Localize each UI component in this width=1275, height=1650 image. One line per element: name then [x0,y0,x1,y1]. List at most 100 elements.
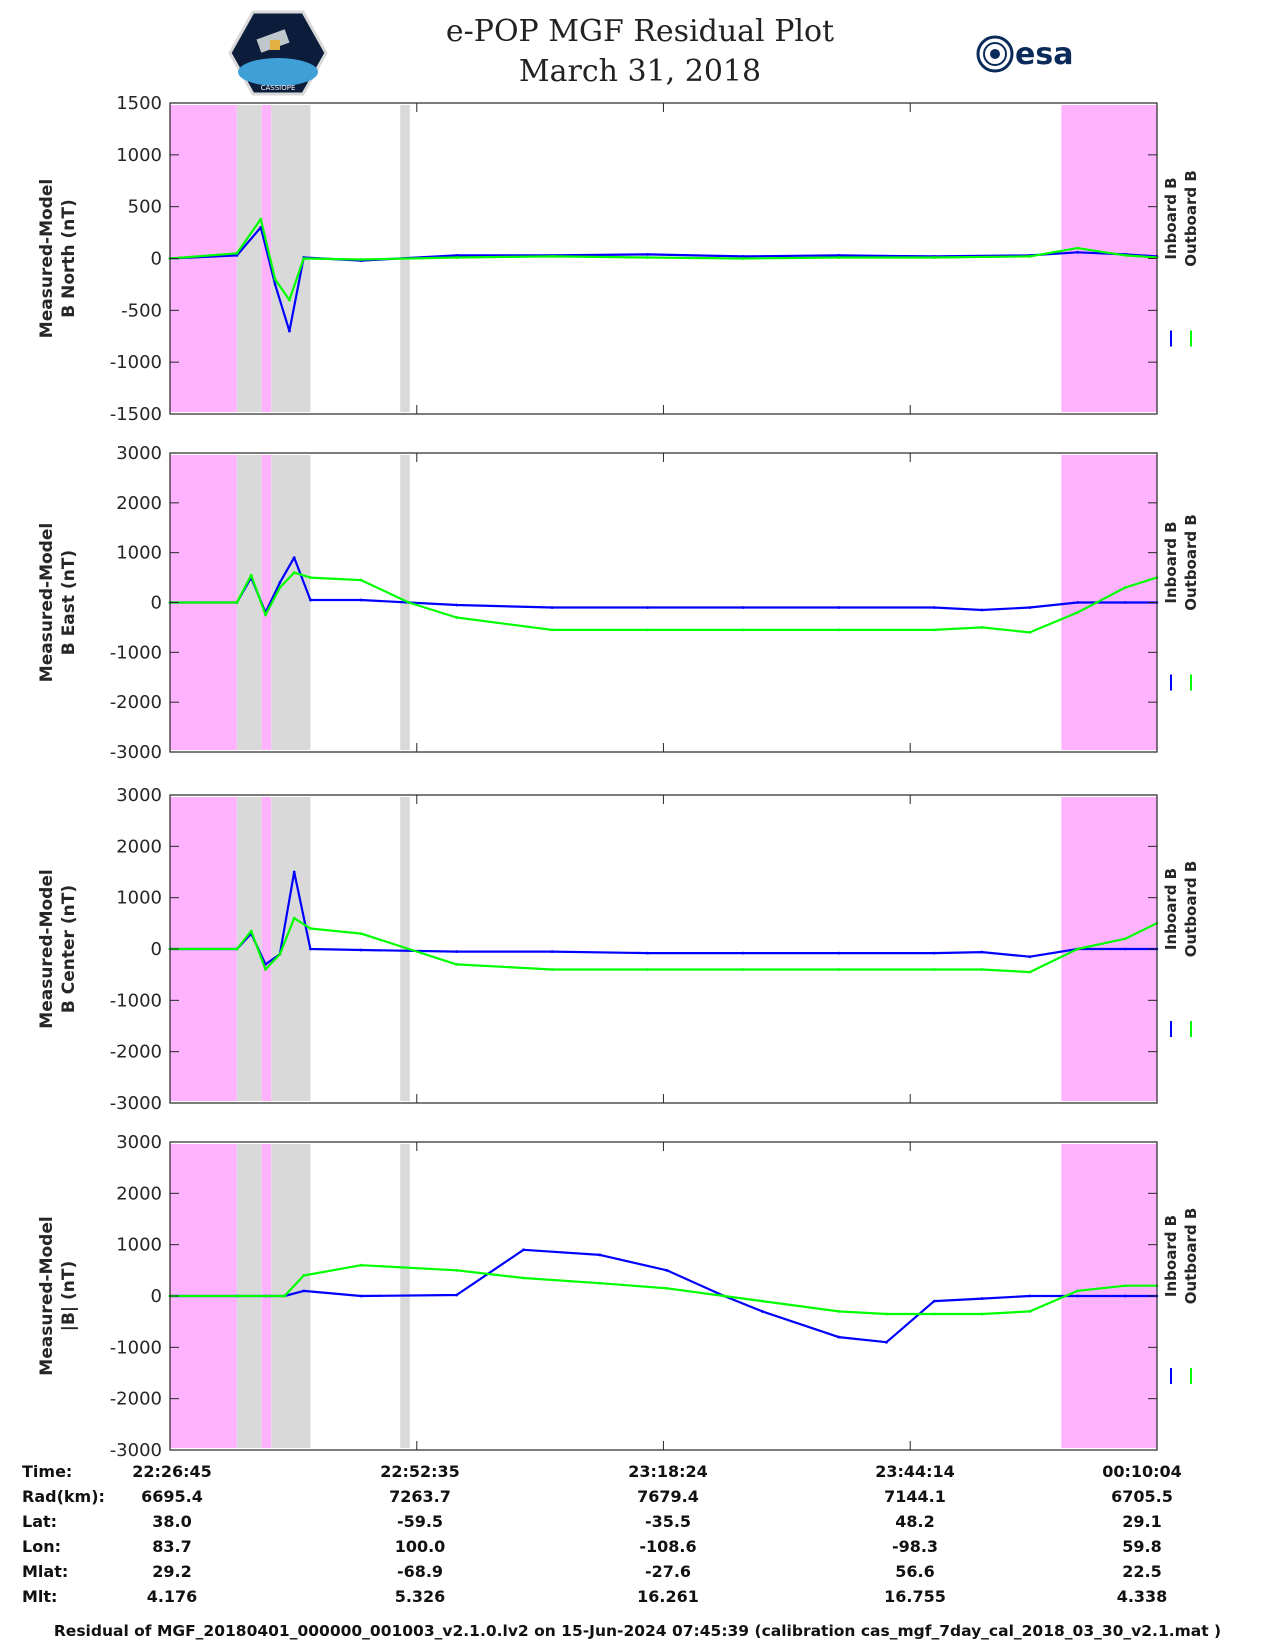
y-tick-label: 1000 [116,543,162,564]
data-point [235,253,239,257]
info-cell: 83.7 [152,1537,192,1556]
y-tick-label: -3000 [110,1440,162,1460]
data-point [932,606,936,609]
data-point [837,256,841,259]
cassiope-logo: CASSIOPE [228,10,328,96]
plot-title: e-POP MGF Residual Plot March 31, 2018 [380,12,900,92]
data-point [646,951,650,955]
data-point [1076,1289,1079,1293]
info-cell: 4.176 [146,1587,198,1606]
y-tick-label: -1500 [110,404,162,425]
data-point [760,1299,764,1303]
data-point [309,598,312,602]
info-cell: 22:26:45 [132,1462,212,1481]
info-cell: 48.2 [895,1512,935,1531]
y-tick-label: 0 [151,249,162,270]
data-point [1076,250,1079,254]
series-line-inboard-b [169,226,1157,333]
esa-logo-text: esa [1015,37,1073,72]
data-point [359,1294,363,1298]
data-point [741,951,745,955]
data-point [741,628,745,632]
legend-label-outboard: Outboard B [1182,170,1200,267]
data-point [980,1312,984,1316]
title-line-1: e-POP MGF Residual Plot [445,14,835,49]
data-point [646,256,650,259]
info-cell: 29.1 [1122,1512,1162,1531]
data-point [1028,255,1032,258]
data-point [598,1281,602,1285]
data-point [522,1276,525,1280]
data-point [359,258,363,261]
data-point [932,628,936,632]
shaded-region-magenta [261,797,272,1101]
data-point [980,626,984,629]
data-point [264,968,267,971]
data-point [1123,253,1127,257]
info-cell: 4.338 [1116,1587,1168,1606]
info-cell: 23:18:24 [628,1462,708,1481]
data-point [1028,1294,1032,1298]
data-point [283,1294,287,1298]
residual-plots: 1500 1000 500 0 -500 -1000 -1500 Measured-Model… [37,93,1200,1460]
data-point [550,628,554,632]
data-point [550,950,554,953]
data-point [273,277,277,281]
y-tick-label: -3000 [110,742,162,763]
series-line-inboard-b [170,556,1157,614]
data-point [741,968,745,971]
data-point [259,217,263,221]
shaded-region-magenta [261,455,272,750]
data-point [1028,970,1032,974]
data-point [646,252,650,256]
data-point [1028,606,1032,609]
legend-label-inboard: Inboard B [1162,177,1180,259]
data-point [980,968,984,971]
y-axis-label-line-2: |B| (nT) [59,1261,79,1332]
plot-panel-1: 1500 1000 500 0 -500 -1000 -1500 Measured-Model… [37,93,1200,425]
data-point [455,616,458,619]
series-line-inboard-b [170,1248,1157,1344]
data-point [932,968,936,971]
data-point [646,628,650,632]
data-point [1076,1294,1079,1298]
series-line-outboard-b [169,218,1157,302]
data-point [1123,586,1127,589]
y-tick-label: -1000 [110,352,162,373]
y-tick-label: -500 [121,300,162,321]
data-point [235,1294,239,1298]
data-point [932,1299,936,1303]
data-point [1123,601,1127,604]
data-point [1028,955,1032,959]
legend-label-inboard: Inboard B [1162,1215,1180,1297]
series-line-outboard-b [170,917,1158,974]
data-point [837,951,841,955]
axes-frame [169,1141,1158,1451]
shaded-region-gray [271,797,311,1101]
info-cell: 6705.5 [1111,1487,1173,1506]
data-point [1123,1284,1127,1288]
info-cell: 6695.4 [141,1487,203,1506]
data-point [455,963,458,966]
info-cell: 16.755 [884,1587,946,1606]
data-point [1076,947,1079,951]
shaded-region-magenta [1061,105,1157,412]
info-cell: 29.2 [152,1562,192,1581]
info-cell: 7144.1 [884,1487,946,1506]
data-point [288,329,291,333]
info-cell: 7263.7 [389,1487,451,1506]
data-point [980,1297,984,1300]
data-point [278,586,282,589]
data-point [837,628,841,632]
data-point [885,1340,888,1344]
data-point [359,598,363,602]
y-axis-label-line-1: Measured-Model [37,1216,57,1375]
data-point [837,1310,841,1313]
data-point [309,576,312,579]
y-axis-label-line-1: Measured-Model [37,179,57,338]
data-point [741,257,745,260]
info-cell: -98.3 [891,1537,939,1556]
data-point [665,1286,669,1290]
data-point [885,1312,888,1316]
data-point [264,1294,267,1298]
